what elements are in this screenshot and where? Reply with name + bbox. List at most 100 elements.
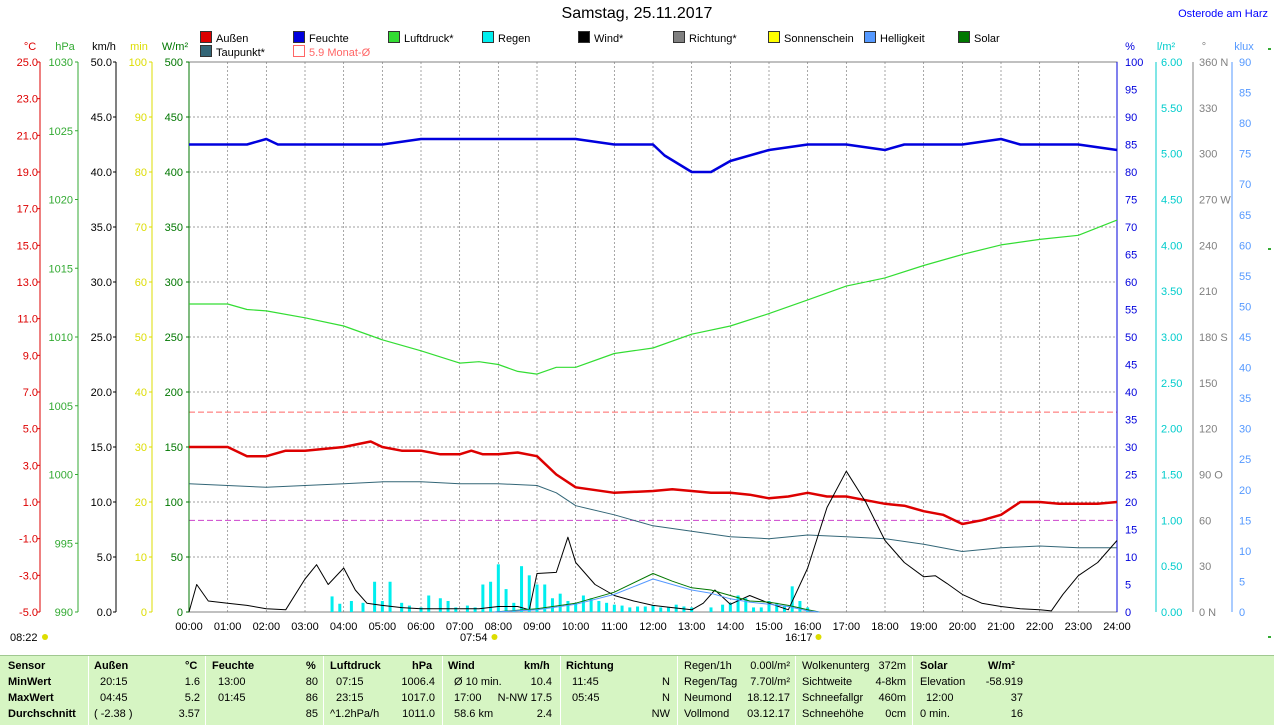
rain-bar [407, 605, 411, 612]
tick-pct: 55 [1125, 305, 1137, 317]
row-label-avg: Durchschnitt [8, 708, 76, 720]
tick-wm2: 350 [165, 222, 183, 234]
wind-avg10-label: Ø 10 min. [454, 676, 502, 688]
hdr-aussen-unit: °C [185, 660, 198, 672]
legend-label: Wind* [594, 33, 624, 45]
x-tick-label: 14:00 [717, 621, 745, 633]
tick-lm2: 3.50 [1161, 286, 1182, 298]
tick-min: 100 [129, 57, 147, 69]
hdr-solar-unit: W/m² [988, 660, 1015, 672]
tick-temp: -1.0 [19, 534, 38, 546]
feuchte-avg-val: 85 [305, 708, 318, 720]
rain-bar [620, 605, 624, 612]
tick-kmh: 35.0 [91, 222, 112, 234]
legend-swatch [578, 31, 590, 43]
rain-bar [373, 581, 377, 612]
tick-pct: 60 [1125, 277, 1137, 289]
rain-bar [496, 564, 500, 612]
tick-lm2: 0.50 [1161, 561, 1182, 573]
tick-klux: 25 [1239, 454, 1251, 466]
luftdruck-max-val: 1017.0 [401, 692, 435, 704]
edge-marker [1268, 248, 1271, 250]
rain-bar [349, 601, 353, 612]
tick-pct: 5 [1125, 580, 1131, 592]
rain-bar [736, 595, 740, 612]
legend-label: Helligkeit [880, 33, 925, 45]
rain-bar [473, 607, 477, 612]
solar-max-time: 12:00 [926, 692, 954, 704]
x-tick-label: 20:00 [949, 621, 977, 633]
series-feuchte [189, 137, 1118, 174]
rain-bar [790, 586, 794, 612]
sunrise-icon [491, 634, 498, 640]
tick-lm2: 6.00 [1161, 57, 1182, 69]
series-wind [188, 470, 1118, 613]
tick-klux: 75 [1239, 149, 1251, 161]
legend-label: Regen [498, 33, 531, 45]
rain-bar [744, 598, 748, 612]
rain-bar [558, 593, 562, 612]
legend-item-5: Richtung* [673, 31, 737, 45]
rain-bar [535, 584, 539, 612]
schneehoehe-val: 0cm [885, 708, 906, 720]
tick-dir: 270 W [1199, 195, 1231, 207]
tick-pct: 100 [1125, 57, 1143, 69]
unit-pct: % [1125, 41, 1135, 53]
tick-temp: 5.0 [23, 424, 38, 436]
neumond-val: 18.12.17 [747, 692, 790, 704]
tick-pct: 50 [1125, 332, 1137, 344]
regen-1h-val: 0.00l/m² [750, 660, 790, 672]
schneehoehe-label: Schneehöhe [802, 708, 864, 720]
tick-pct: 65 [1125, 250, 1137, 262]
hdr-wind-unit: km/h [524, 660, 550, 672]
x-tick-label: 09:00 [523, 621, 551, 633]
tick-lm2: 1.50 [1161, 470, 1182, 482]
tick-temp: 17.0 [17, 204, 38, 216]
tick-min: 90 [135, 112, 147, 124]
rain-bar [651, 605, 655, 612]
tick-klux: 0 [1239, 607, 1245, 619]
tick-dir: 180 S [1199, 332, 1228, 344]
row-label-min: MinWert [8, 676, 52, 688]
tick-lm2: 4.00 [1161, 240, 1182, 252]
tick-kmh: 10.0 [91, 497, 112, 509]
tick-kmh: 15.0 [91, 442, 112, 454]
rain-bar [419, 607, 423, 612]
legend-swatch [482, 31, 494, 43]
legend-label: Solar [974, 33, 1000, 45]
tick-klux: 70 [1239, 179, 1251, 191]
tick-wm2: 500 [165, 57, 183, 69]
chart-title: Samstag, 25.11.2017 [561, 5, 713, 22]
tick-min: 70 [135, 222, 147, 234]
x-tick-label: 03:00 [291, 621, 319, 633]
rain-bar [543, 584, 547, 612]
luftdruck-avg-val: 1011.0 [402, 708, 435, 720]
tick-pct: 20 [1125, 497, 1137, 509]
luftdruck-min-val: 1006.4 [401, 676, 435, 688]
richtung-min-val: N [662, 676, 670, 688]
tick-temp: 15.0 [17, 240, 38, 252]
richtung-max-time: 05:45 [572, 692, 600, 704]
stats-table: Sensor MinWert MaxWert Durchschnitt Auße… [0, 655, 1274, 725]
tick-temp: -3.0 [19, 570, 38, 582]
tick-dir: 360 N [1199, 57, 1228, 69]
x-tick-label: 19:00 [910, 621, 938, 633]
x-tick-label: 17:00 [833, 621, 861, 633]
tick-klux: 80 [1239, 118, 1251, 130]
luftdruck-min-time: 07:15 [336, 676, 364, 688]
rain-bar [380, 601, 384, 612]
x-tick-label: 22:00 [1026, 621, 1054, 633]
rain-bar [636, 606, 640, 612]
legend-item-1: Feuchte [293, 31, 349, 45]
legend-swatch [200, 45, 212, 57]
x-tick-label: 00:00 [175, 621, 203, 633]
tick-pct: 80 [1125, 167, 1137, 179]
sunrise-time-label: 07:54 [460, 632, 488, 644]
tick-klux: 50 [1239, 301, 1251, 313]
tick-hpa: 1025 [49, 126, 73, 138]
neumond-label: Neumond [684, 692, 732, 704]
tick-pct: 40 [1125, 387, 1137, 399]
tick-kmh: 20.0 [91, 387, 112, 399]
x-tick-label: 04:00 [330, 621, 358, 633]
elevation-val: -58.919 [985, 676, 1023, 688]
